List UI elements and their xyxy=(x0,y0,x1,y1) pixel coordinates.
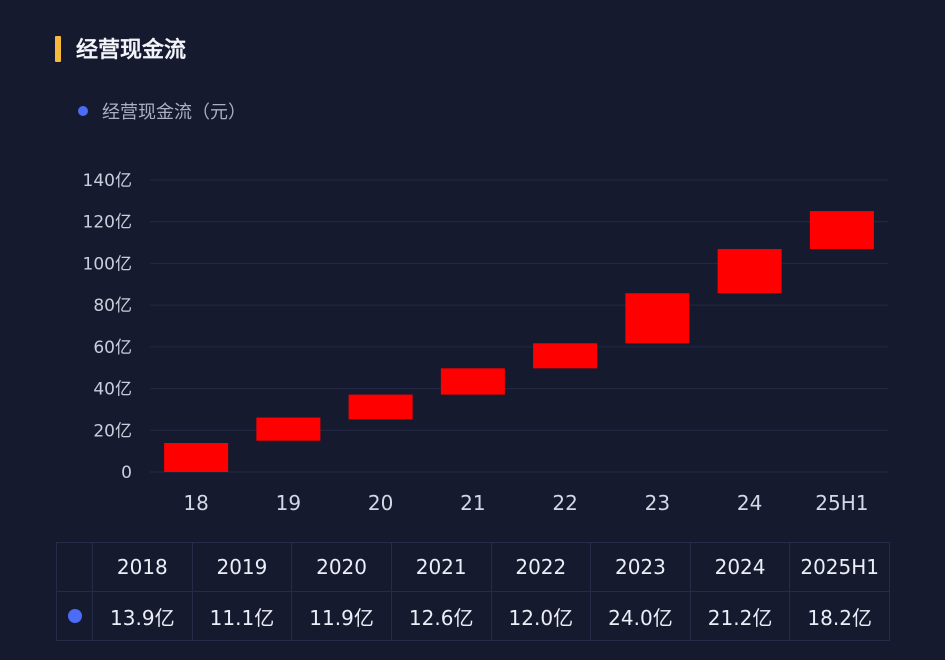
x-tick-label: 25H1 xyxy=(815,491,868,515)
x-tick-label: 19 xyxy=(276,491,301,515)
table-value-cell: 12.6亿 xyxy=(390,591,492,641)
x-tick-label: 23 xyxy=(645,491,670,515)
legend[interactable]: 经营现金流（元） xyxy=(78,98,246,124)
waterfall-bar xyxy=(625,293,690,344)
waterfall-bar xyxy=(164,443,229,472)
table-header-cell: 2025H1 xyxy=(789,542,890,592)
table-header-cell: 2019 xyxy=(191,542,293,592)
table-corner-cell xyxy=(56,542,93,592)
y-tick-label: 40亿 xyxy=(93,380,132,400)
y-tick-label: 140亿 xyxy=(83,171,132,191)
waterfall-bar xyxy=(256,417,321,441)
waterfall-chart: 0 20亿 40亿 60亿 80亿 100亿 120亿 140亿 18 19 20 21 22 23 24 2… xyxy=(83,171,888,515)
chart-title: 经营现金流 xyxy=(76,38,187,63)
table-header-cell: 2024 xyxy=(689,542,791,592)
table-value-cell: 11.9亿 xyxy=(291,591,392,641)
y-tick-label: 0 xyxy=(121,463,132,483)
waterfall-bar xyxy=(717,249,782,294)
x-tick-label: 20 xyxy=(368,491,393,515)
title-accent-bar xyxy=(55,36,61,62)
table-value-cell: 11.1亿 xyxy=(191,591,293,641)
x-tick-label: 22 xyxy=(552,491,577,515)
table-header-cell: 2020 xyxy=(291,542,392,592)
x-tick-label: 18 xyxy=(183,491,208,515)
table-value-cell: 21.2亿 xyxy=(689,591,791,641)
table-value-cell: 13.9亿 xyxy=(92,591,193,641)
waterfall-bar xyxy=(809,211,874,250)
y-tick-label: 20亿 xyxy=(93,421,132,441)
table-header-cell: 2023 xyxy=(590,542,691,592)
table-header-row: 2018 2019 2020 2021 2022 2023 2024 2025H… xyxy=(56,542,890,592)
table-value-cell: 24.0亿 xyxy=(590,591,691,641)
waterfall-bar xyxy=(348,394,413,420)
x-tick-label: 24 xyxy=(737,491,762,515)
y-tick-label: 120亿 xyxy=(83,213,132,233)
table-row: 13.9亿 11.1亿 11.9亿 12.6亿 12.0亿 24.0亿 21.2… xyxy=(56,591,890,641)
waterfall-bar xyxy=(533,343,598,369)
label-layer: 0 20亿 40亿 60亿 80亿 100亿 120亿 140亿 18 19 20 21 22 23 24 2… xyxy=(83,171,869,515)
data-table: 2018 2019 2020 2021 2022 2023 2024 2025H… xyxy=(56,542,890,641)
table-header-cell: 2022 xyxy=(490,542,592,592)
table-header-cell: 2018 xyxy=(92,542,193,592)
table-value-cell: 12.0亿 xyxy=(490,591,592,641)
series-marker-cell xyxy=(56,591,93,641)
waterfall-bar xyxy=(440,368,505,395)
bar-layer xyxy=(164,211,874,472)
x-tick-label: 21 xyxy=(460,491,485,515)
legend-label: 经营现金流（元） xyxy=(102,102,246,123)
series-marker-dot xyxy=(67,609,82,623)
y-tick-label: 80亿 xyxy=(93,296,132,316)
y-tick-label: 60亿 xyxy=(93,338,132,358)
y-tick-label: 100亿 xyxy=(83,254,132,274)
table-value-cell: 18.2亿 xyxy=(789,591,890,641)
legend-marker xyxy=(78,106,88,116)
table-header-cell: 2021 xyxy=(390,542,492,592)
